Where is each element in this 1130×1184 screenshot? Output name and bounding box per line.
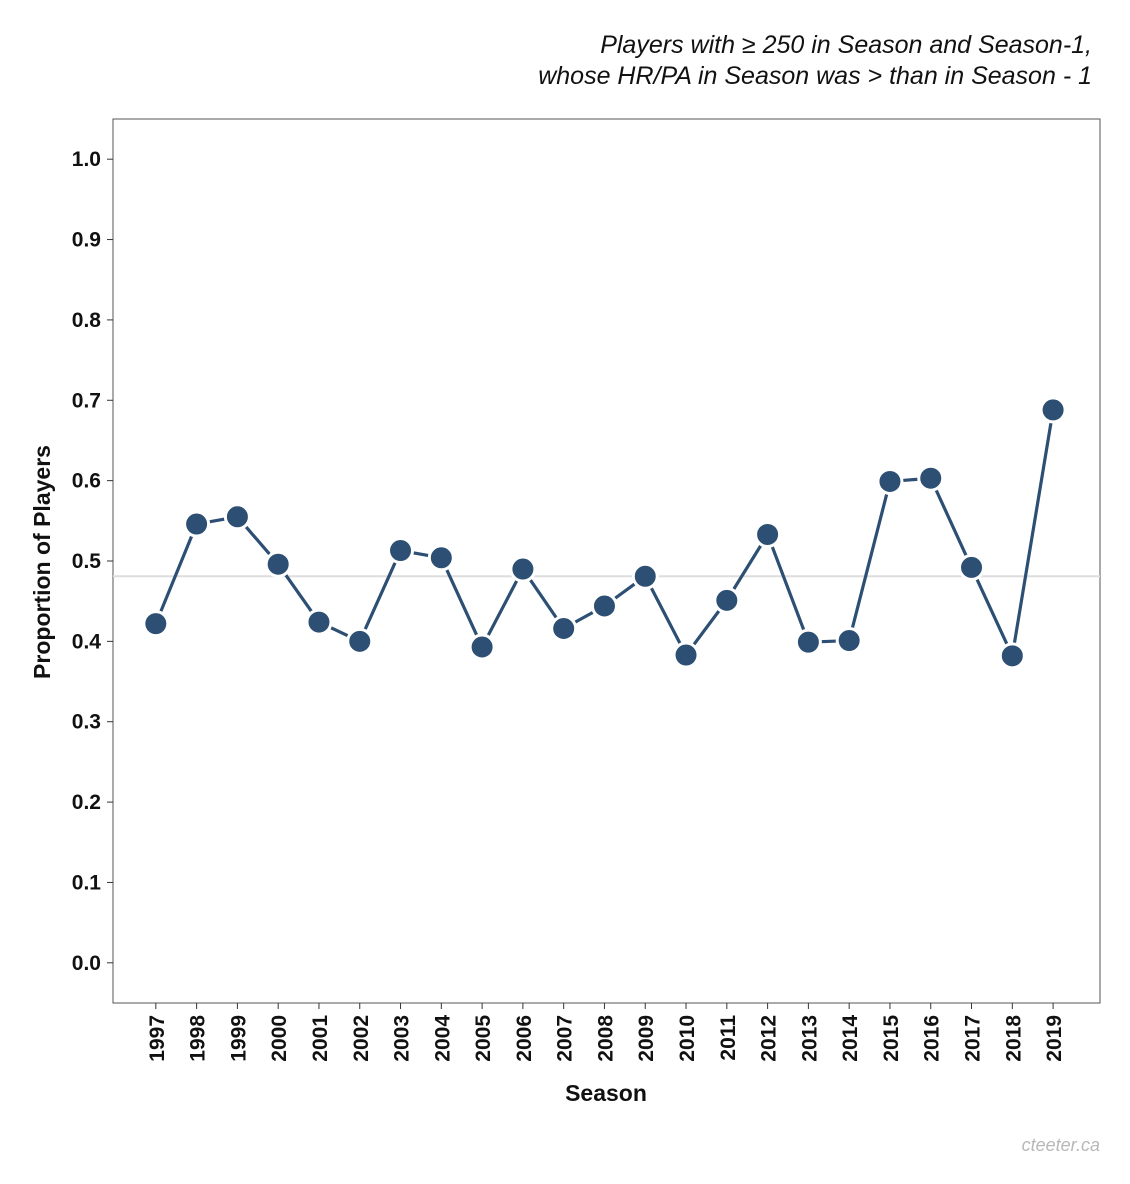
plot-frame [112,118,1101,1004]
data-point-2012 [754,520,782,548]
subtitle-line-1: Players with ≥ 250 in Season and Season-… [600,31,1092,59]
data-point-2009 [631,562,659,590]
x-tick-label: 2008 [594,1015,617,1062]
data-point-2008 [590,592,618,620]
x-tick-label: 2018 [1002,1015,1025,1062]
subtitle-line-2: whose HR/PA in Season was > than in Seas… [538,62,1092,90]
data-point-2003 [387,537,415,565]
y-tick-label: 0.7 [72,389,101,412]
x-tick-label: 1998 [187,1015,210,1062]
data-point-2016 [917,464,945,492]
y-tick-label: 0.8 [72,309,102,332]
data-point-1997 [142,610,170,638]
data-point-1999 [223,503,251,531]
x-tick-label: 2009 [635,1015,658,1062]
y-tick-label: 0.9 [72,229,101,252]
y-tick-label: 0.5 [72,550,102,573]
x-tick-label: 2005 [472,1015,495,1062]
credit-text: cteeter.ca [1022,1135,1100,1155]
x-tick-label: 2007 [554,1015,577,1062]
data-point-2010 [672,641,700,669]
data-point-2000 [264,550,292,578]
data-point-2017 [958,553,986,581]
y-tick-label: 0.1 [72,871,102,894]
y-tick-label: 0.2 [72,791,101,814]
x-tick-label: 2015 [880,1015,903,1062]
x-axis-title: Season [565,1080,647,1106]
data-point-1998 [183,510,211,538]
data-point-2001 [305,608,333,636]
x-tick-label: 2014 [839,1015,862,1062]
x-tick-label: 2012 [758,1015,781,1062]
x-tick-label: 2001 [309,1015,332,1062]
data-point-2013 [794,628,822,656]
x-tick-label: 2019 [1043,1015,1066,1062]
data-point-2005 [468,633,496,661]
x-tick-label: 2003 [391,1015,414,1062]
data-point-2004 [427,544,455,572]
x-tick-label: 2000 [268,1015,291,1062]
x-tick-label: 2017 [962,1015,985,1062]
y-tick-label: 0.6 [72,470,101,493]
data-point-2011 [713,586,741,614]
x-tick-label: 2006 [513,1015,536,1062]
plot-area: 0.0 0.1 0.2 0.3 0.4 0.5 0.6 0.7 0.8 0.9 1.0 1997 199… [72,118,1101,1062]
x-tick-label: 2013 [798,1015,821,1062]
data-point-2014 [835,627,863,655]
x-tick-label: 2004 [431,1015,454,1062]
y-axis-title: Proportion of Players [29,445,55,679]
data-point-2019 [1039,396,1067,424]
x-tick-label: 2011 [717,1015,740,1061]
x-tick-label: 2016 [921,1015,944,1062]
x-tick-label: 1997 [146,1015,169,1062]
data-point-2006 [509,555,537,583]
x-tick-label: 1999 [227,1015,250,1062]
x-tick-label: 2002 [350,1015,373,1062]
data-point-2007 [550,615,578,643]
data-point-2002 [346,627,374,655]
x-tick-label: 2010 [676,1015,699,1062]
y-tick-label: 0.4 [72,630,102,653]
y-tick-label: 0.3 [72,711,101,734]
y-tick-label: 1.0 [72,148,101,171]
data-point-2015 [876,467,904,495]
y-tick-label: 0.0 [72,952,101,975]
data-point-2018 [998,642,1026,670]
